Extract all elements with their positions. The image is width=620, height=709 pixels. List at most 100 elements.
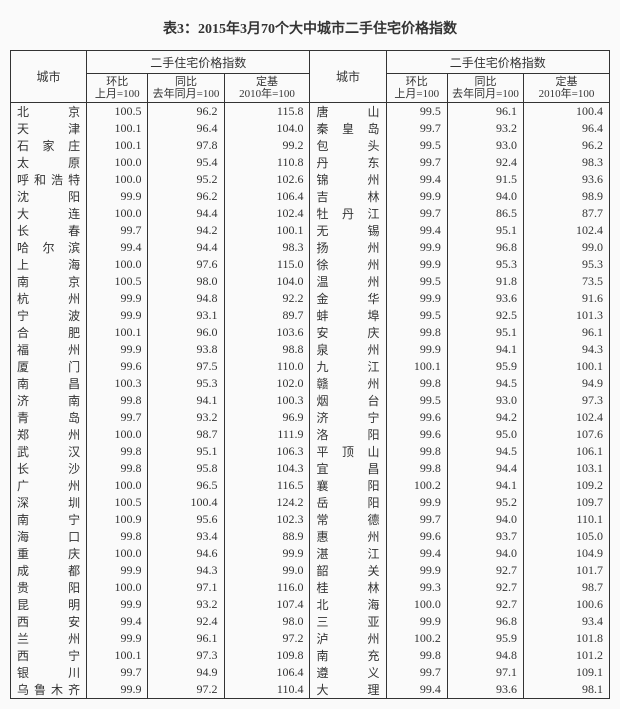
hb-cell: 99.5 [386,137,447,154]
dj-cell: 99.0 [224,562,310,579]
city-cell: 兰州 [11,630,87,647]
table-row: 贵阳100.097.1116.0桂林99.392.798.7 [11,579,610,596]
hb-cell: 99.7 [386,120,447,137]
dj-cell: 101.7 [524,562,610,579]
tb-cell: 97.8 [148,137,224,154]
tb-cell: 96.0 [148,324,224,341]
city-cell: 唐山 [310,103,386,121]
table-row: 兰州99.996.197.2泸州100.295.9101.8 [11,630,610,647]
dj-cell: 115.0 [224,256,310,273]
dj-cell: 98.3 [524,154,610,171]
tb-cell: 96.2 [148,103,224,121]
dj-cell: 73.5 [524,273,610,290]
hb-cell: 99.8 [386,375,447,392]
city-cell: 杭州 [11,290,87,307]
tb-cell: 93.6 [447,681,523,699]
city-cell: 大理 [310,681,386,699]
tb-cell: 95.9 [447,358,523,375]
tb-cell: 100.4 [148,494,224,511]
tb-cell: 95.1 [447,324,523,341]
city-cell: 三亚 [310,613,386,630]
city-cell: 石家庄 [11,137,87,154]
city-cell: 昆明 [11,596,87,613]
dj-cell: 106.3 [224,443,310,460]
city-cell: 扬州 [310,239,386,256]
city-cell: 深圳 [11,494,87,511]
hb-cell: 99.9 [386,290,447,307]
dj-cell: 109.1 [524,664,610,681]
dj-cell: 109.2 [524,477,610,494]
hb-cell: 100.3 [87,375,148,392]
table-row: 南宁100.995.6102.3常德99.794.0110.1 [11,511,610,528]
dj-cell: 106.1 [524,443,610,460]
dj-cell: 97.2 [224,630,310,647]
hb-cell: 99.5 [386,392,447,409]
tb-cell: 93.4 [148,528,224,545]
tb-cell: 92.7 [447,596,523,613]
tb-cell: 95.0 [447,426,523,443]
header-group-right: 二手住宅价格指数 [386,51,609,74]
table-row: 杭州99.994.892.2金华99.993.691.6 [11,290,610,307]
dj-cell: 109.7 [524,494,610,511]
city-cell: 宜昌 [310,460,386,477]
dj-cell: 102.4 [224,205,310,222]
dj-cell: 109.8 [224,647,310,664]
table-row: 银川99.794.9106.4遵义99.797.1109.1 [11,664,610,681]
city-cell: 惠州 [310,528,386,545]
dj-cell: 104.9 [524,545,610,562]
table-row: 郑州100.098.7111.9洛阳99.695.0107.6 [11,426,610,443]
city-cell: 烟台 [310,392,386,409]
hb-cell: 100.0 [87,545,148,562]
dj-cell: 87.7 [524,205,610,222]
hb-cell: 100.0 [87,579,148,596]
table-row: 沈阳99.996.2106.4吉林99.994.098.9 [11,188,610,205]
table-row: 广州100.096.5116.5襄阳100.294.1109.2 [11,477,610,494]
tb-cell: 97.3 [148,647,224,664]
city-cell: 长沙 [11,460,87,477]
city-cell: 广州 [11,477,87,494]
dj-cell: 98.9 [524,188,610,205]
city-cell: 南宁 [11,511,87,528]
hb-cell: 99.8 [386,324,447,341]
dj-cell: 111.9 [224,426,310,443]
tb-cell: 92.4 [148,613,224,630]
table-row: 长春99.794.2100.1无锡99.495.1102.4 [11,222,610,239]
hb-cell: 99.4 [386,545,447,562]
tb-cell: 94.8 [447,647,523,664]
dj-cell: 91.6 [524,290,610,307]
city-cell: 金华 [310,290,386,307]
hb-cell: 99.6 [386,426,447,443]
hb-cell: 99.9 [386,341,447,358]
tb-cell: 96.1 [447,103,523,121]
city-cell: 哈尔滨 [11,239,87,256]
hb-cell: 99.9 [386,256,447,273]
tb-cell: 94.0 [447,188,523,205]
city-cell: 长春 [11,222,87,239]
dj-cell: 102.4 [524,409,610,426]
city-cell: 蚌埠 [310,307,386,324]
tb-cell: 94.2 [447,409,523,426]
dj-cell: 106.4 [224,664,310,681]
city-cell: 泸州 [310,630,386,647]
city-cell: 襄阳 [310,477,386,494]
table-row: 乌鲁木齐99.997.2110.4大理99.493.698.1 [11,681,610,699]
table-row: 哈尔滨99.494.498.3扬州99.996.899.0 [11,239,610,256]
dj-cell: 92.2 [224,290,310,307]
hb-cell: 99.8 [87,528,148,545]
hb-cell: 99.7 [87,409,148,426]
dj-cell: 100.1 [224,222,310,239]
hb-cell: 99.8 [87,443,148,460]
city-cell: 岳阳 [310,494,386,511]
city-cell: 锦州 [310,171,386,188]
city-cell: 宁波 [11,307,87,324]
tb-cell: 94.2 [148,222,224,239]
tb-cell: 94.4 [447,460,523,477]
city-cell: 北京 [11,103,87,121]
dj-cell: 104.0 [224,273,310,290]
dj-cell: 124.2 [224,494,310,511]
dj-cell: 115.8 [224,103,310,121]
table-row: 太原100.095.4110.8丹东99.792.498.3 [11,154,610,171]
tb-cell: 93.2 [148,409,224,426]
hb-cell: 99.7 [386,154,447,171]
hb-cell: 100.0 [87,154,148,171]
